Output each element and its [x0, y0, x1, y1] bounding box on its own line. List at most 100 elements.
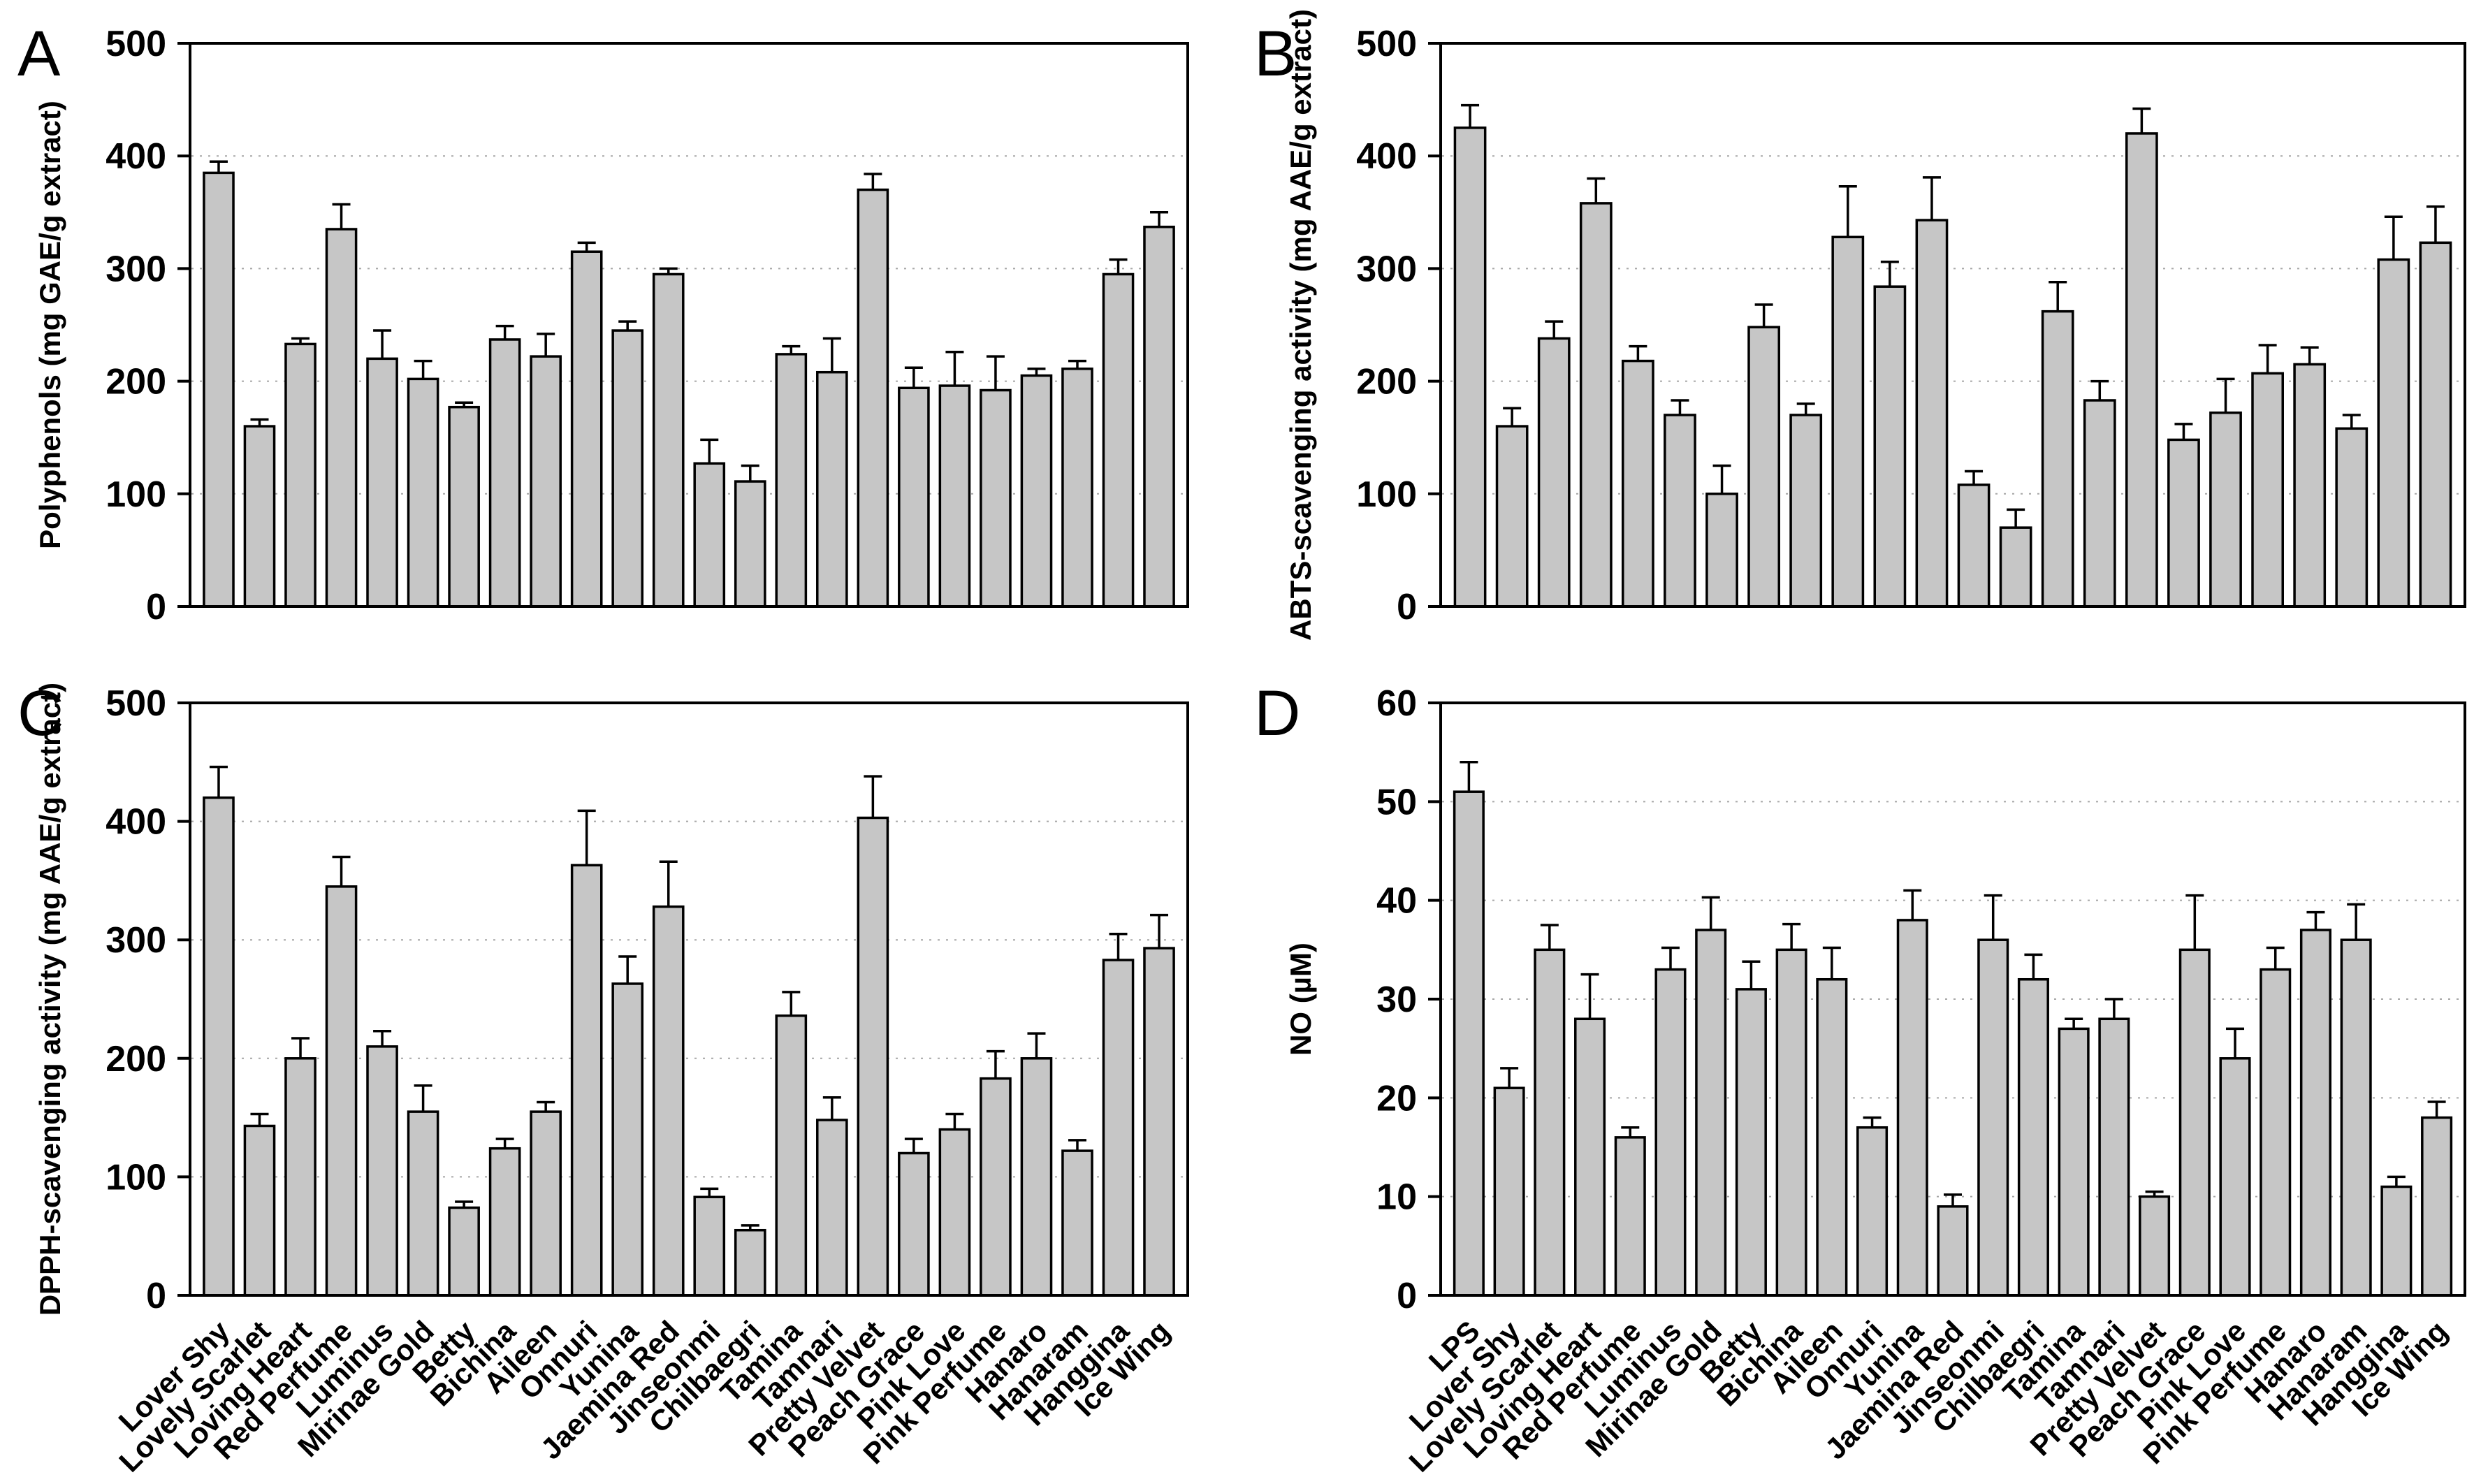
y-tick-label: 400 [1356, 136, 1417, 177]
panel-c: C DPPH-scavenging activity (mg AAE/g ext… [17, 678, 1189, 1478]
bar-bichina [488, 1147, 521, 1297]
bar-mirinae-gold [407, 377, 439, 608]
y-tick-label: 400 [105, 136, 166, 177]
panel-b-y-axis-title: ABTS-scavenging activity (mg AAE/g extra… [1284, 9, 1317, 641]
bar-pretty-velvet [2139, 1195, 2171, 1297]
bar-peach-grace [898, 1151, 930, 1297]
y-tick-label: 500 [105, 683, 166, 724]
bar-pink-perfume [980, 1077, 1012, 1297]
bar-lover-shy [203, 171, 235, 608]
panel-d-letter: D [1254, 678, 1300, 749]
bar-loving-heart [284, 342, 316, 608]
y-tick-label: 0 [1397, 587, 1417, 627]
y-tick-label: 300 [1356, 249, 1417, 289]
bar-luminus [366, 1045, 398, 1297]
bar-luminus [1654, 968, 1687, 1297]
y-tick-label: 10 [1376, 1177, 1417, 1218]
y-tick-label: 0 [1397, 1276, 1417, 1316]
bar-betty [448, 405, 480, 608]
bar-chilbaegri [1999, 526, 2032, 608]
bar-ice-wing [1143, 947, 1175, 1297]
bar-hanaro [1020, 1057, 1053, 1297]
bar-peach-grace [2178, 948, 2211, 1297]
bar-yunina [611, 982, 644, 1297]
bar-jaemina-red [652, 905, 685, 1297]
y-tick-label: 400 [105, 802, 166, 843]
bar-pink-love [938, 1128, 971, 1297]
bar-pretty-velvet [857, 188, 889, 608]
bar-pink-love [2209, 411, 2242, 608]
bar-chilbaegri [2017, 977, 2049, 1297]
bar-betty [1705, 493, 1738, 608]
y-tick-label: 60 [1376, 683, 1417, 724]
bar-hanaro [2299, 929, 2331, 1297]
bar-hanggina [2377, 258, 2410, 608]
bar-lover-shy [203, 796, 235, 1297]
bar-jaemina-red [1937, 1205, 1969, 1297]
bar-luminus [1622, 359, 1654, 608]
bar-jaemina-red [652, 272, 685, 608]
bar-lovely-scarlet [1534, 948, 1566, 1297]
y-tick-label: 200 [1356, 362, 1417, 402]
bar-yunina [611, 329, 644, 608]
bar-lovely-scarlet [1495, 425, 1529, 608]
bar-onnuri [1831, 235, 1865, 608]
bar-pink-perfume [2251, 372, 2284, 608]
bar-mirinae-gold [1664, 414, 1696, 608]
bar-mirinae-gold [407, 1110, 439, 1297]
bar-onnuri [570, 250, 603, 608]
bar-ice-wing [1143, 226, 1175, 608]
bar-hanggina [1102, 272, 1135, 608]
bar-aileen [530, 355, 562, 608]
panel-a-plot: 0 100 200 300 400 500 [105, 24, 1189, 627]
bar-pretty-velvet [2125, 132, 2158, 608]
y-tick-label: 200 [105, 362, 166, 402]
bar-ice-wing [2421, 1116, 2453, 1297]
plot-frame [1439, 701, 2466, 1297]
bar-jinseonmi [693, 462, 726, 608]
bar-hanaram [1061, 1149, 1093, 1297]
y-tick-label: 0 [146, 1276, 166, 1316]
bar-jinseonmi [693, 1195, 726, 1297]
y-tick-label: 100 [1356, 474, 1417, 515]
bar-jinseonmi [1957, 483, 1991, 608]
y-tick-label: 0 [146, 587, 166, 627]
bar-bichina [1775, 948, 1807, 1297]
bar-hanaro [2293, 363, 2327, 608]
bar-yunina [1873, 285, 1907, 608]
y-tick-label: 300 [105, 920, 166, 961]
panel-b: B ABTS-scavenging activity (mg AAE/g ext… [1254, 9, 2466, 641]
bar-lovely-scarlet [243, 1124, 276, 1297]
bar-tamina [2058, 1027, 2090, 1297]
panel-a: A Polyphenols (mg GAE/g extract) 0 100 200… [17, 18, 1189, 627]
plot-frame [1439, 42, 2466, 608]
bar-chilbaegri [734, 480, 766, 608]
bar-hanaram [2335, 427, 2369, 608]
plot-frame [189, 701, 1189, 1297]
bar-lover-shy [1453, 126, 1487, 608]
bar-chilbaegri [734, 1228, 766, 1297]
bar-jaemina-red [1915, 219, 1949, 608]
y-tick-label: 500 [105, 24, 166, 64]
plot-frame [189, 42, 1189, 608]
bar-pretty-velvet [857, 816, 889, 1297]
bar-tamina [2041, 310, 2074, 608]
bar-betty [448, 1206, 480, 1297]
bar-mirinae-gold [1695, 929, 1727, 1297]
panel-b-letter: B [1254, 18, 1297, 89]
bar-hanaro [1020, 374, 1053, 608]
bar-red-perfume [1614, 1136, 1646, 1297]
bar-tamnari [2098, 1017, 2130, 1297]
y-tick-label: 30 [1376, 980, 1417, 1020]
bar-loving-heart [284, 1057, 316, 1297]
bar-aileen [1816, 977, 1848, 1297]
bar-lps [1453, 790, 1485, 1297]
y-tick-label: 50 [1376, 782, 1417, 822]
bar-red-perfume [1579, 202, 1613, 608]
bar-loving-heart [1574, 1017, 1606, 1297]
y-tick-label: 40 [1376, 881, 1417, 922]
